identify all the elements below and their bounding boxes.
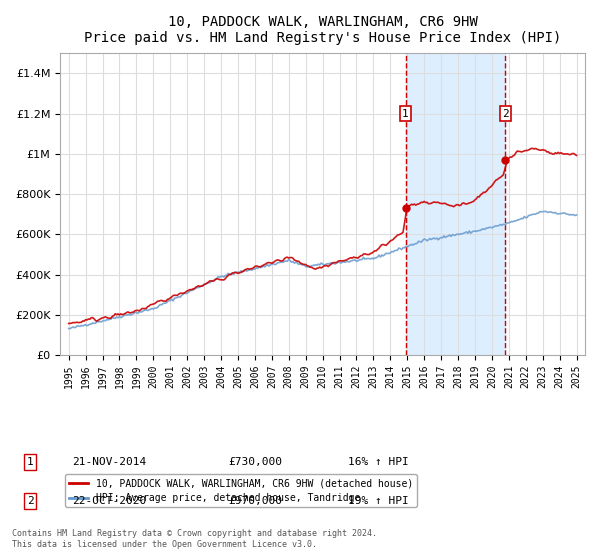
Text: 21-NOV-2014: 21-NOV-2014 — [72, 457, 146, 467]
Text: 2: 2 — [26, 496, 34, 506]
Text: 2: 2 — [502, 109, 509, 119]
Text: £970,000: £970,000 — [228, 496, 282, 506]
Text: 19% ↑ HPI: 19% ↑ HPI — [348, 496, 409, 506]
Text: £730,000: £730,000 — [228, 457, 282, 467]
Text: 1: 1 — [26, 457, 34, 467]
Text: Contains HM Land Registry data © Crown copyright and database right 2024.
This d: Contains HM Land Registry data © Crown c… — [12, 529, 377, 549]
Title: 10, PADDOCK WALK, WARLINGHAM, CR6 9HW
Price paid vs. HM Land Registry's House Pr: 10, PADDOCK WALK, WARLINGHAM, CR6 9HW Pr… — [84, 15, 561, 45]
Legend: 10, PADDOCK WALK, WARLINGHAM, CR6 9HW (detached house), HPI: Average price, deta: 10, PADDOCK WALK, WARLINGHAM, CR6 9HW (d… — [65, 474, 418, 507]
Text: 22-OCT-2020: 22-OCT-2020 — [72, 496, 146, 506]
Text: 1: 1 — [402, 109, 409, 119]
Text: 16% ↑ HPI: 16% ↑ HPI — [348, 457, 409, 467]
Bar — [406, 53, 505, 355]
